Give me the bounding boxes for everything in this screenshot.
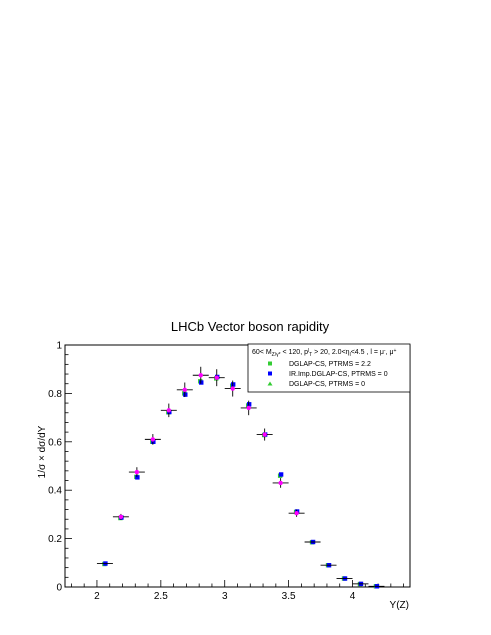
y-axis: 0 0.2 0.4 0.6 0.8 1 xyxy=(48,341,72,594)
legend-label-dglap-ptrms-0: DGLAP-CS, PTRMS = 0 xyxy=(289,381,365,388)
y-tick-label: 0.6 xyxy=(48,437,62,448)
x-tick-label: 3 xyxy=(222,591,228,602)
data-point xyxy=(278,480,283,486)
legend-label-ir-imp-dglap-ptrms-0: IR.Imp.DGLAP-CS, PTRMS = 0 xyxy=(289,371,388,378)
series-1-point xyxy=(135,475,140,480)
series-1-point xyxy=(183,392,188,397)
y-tick-label: 1 xyxy=(56,341,62,352)
data-point xyxy=(118,514,124,520)
x-axis-title: Y(Z) xyxy=(390,600,409,611)
series-1-point xyxy=(151,439,156,444)
data-point xyxy=(198,373,203,378)
data-point xyxy=(262,432,267,437)
series-1-point xyxy=(199,380,204,385)
x-axis: 2 2.5 3 3.5 4 xyxy=(70,580,405,602)
data-point xyxy=(134,469,140,475)
legend-marker-ir-imp-dglap-ptrms-0 xyxy=(268,371,272,376)
data-point xyxy=(166,408,172,413)
data-point xyxy=(294,510,299,516)
y-tick-label: 0.8 xyxy=(48,389,62,400)
y-axis-title: 1/σ × dσ/dY xyxy=(37,425,48,478)
x-tick-label: 4 xyxy=(350,591,356,602)
legend-marker-dglap-ptrms-0 xyxy=(267,381,273,386)
series-1-point xyxy=(246,402,252,407)
legend-marker-dglap-ptrms-2-2 xyxy=(268,361,272,366)
data-point xyxy=(230,386,235,391)
data-point xyxy=(150,437,156,442)
legend-box xyxy=(247,343,411,393)
x-tick-label: 3.5 xyxy=(282,591,296,602)
legend: 60< MZ/γ* < 120, plT > 20, 2.0<ηl<4.5 , … xyxy=(247,343,411,393)
y-tick-label: 0.4 xyxy=(48,486,62,497)
legend-header: 60< MZ/γ* < 120, plT > 20, 2.0<ηl<4.5 , … xyxy=(252,348,397,358)
series-1-point xyxy=(278,472,284,477)
series-layer xyxy=(102,374,380,589)
y-tick-label: 0.2 xyxy=(48,534,62,545)
series-1-point xyxy=(231,382,236,387)
y-tick-label: 0 xyxy=(56,583,62,594)
data-point xyxy=(182,387,187,392)
chart-title: LHCb Vector boson rapidity xyxy=(171,319,330,334)
x-tick-label: 2 xyxy=(94,591,100,602)
data-point xyxy=(214,375,219,380)
x-tick-label: 2.5 xyxy=(154,591,168,602)
legend-label-dglap-ptrms-2-2: DGLAP-CS, PTRMS = 2.2 xyxy=(289,361,371,368)
data-points-layer xyxy=(96,366,385,587)
data-point xyxy=(246,405,251,411)
